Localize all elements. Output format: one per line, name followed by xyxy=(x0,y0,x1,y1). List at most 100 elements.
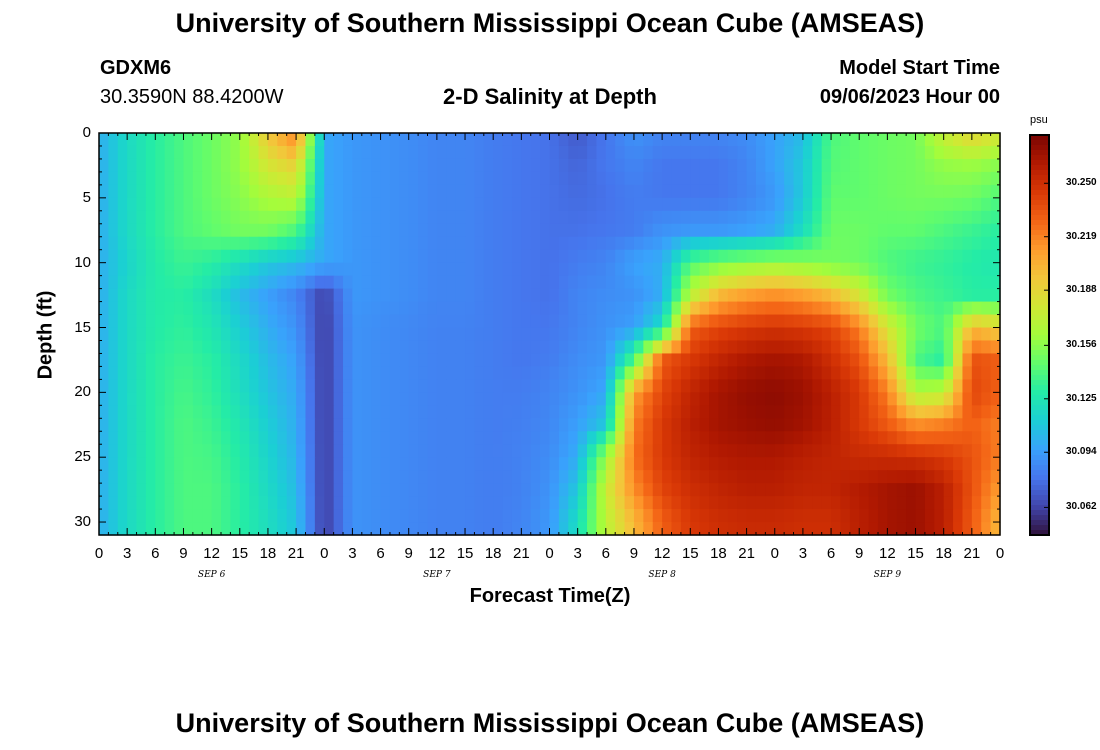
heatmap-cell xyxy=(221,509,231,523)
heatmap-cell xyxy=(990,431,1001,445)
heatmap-cell xyxy=(981,171,992,186)
heatmap-cell xyxy=(558,249,569,264)
heatmap-cell xyxy=(493,223,504,238)
heatmap-cell xyxy=(587,509,598,523)
heatmap-cell xyxy=(436,327,447,342)
heatmap-cell xyxy=(924,184,935,199)
heatmap-cell xyxy=(249,405,260,419)
heatmap-cell xyxy=(859,301,870,316)
heatmap-cell xyxy=(521,223,532,238)
heatmap-cell xyxy=(277,470,288,484)
heatmap-cell xyxy=(962,470,973,484)
heatmap-cell xyxy=(943,314,954,329)
heatmap-cell xyxy=(145,379,156,393)
heatmap-cell xyxy=(643,301,654,316)
heatmap-cell xyxy=(136,275,147,290)
heatmap-cell xyxy=(605,262,616,277)
heatmap-cell xyxy=(549,249,560,264)
heatmap-cell xyxy=(436,522,447,536)
heatmap-cell xyxy=(174,509,185,523)
heatmap-cell xyxy=(174,470,185,484)
colorbar-swatch xyxy=(1030,350,1049,356)
heatmap-cell xyxy=(427,392,438,406)
heatmap-cell xyxy=(896,210,907,225)
heatmap-cell xyxy=(896,470,907,484)
heatmap-cell xyxy=(737,327,748,342)
heatmap-cell xyxy=(483,275,494,290)
heatmap-cell xyxy=(558,327,569,342)
heatmap-cell xyxy=(155,171,166,186)
heatmap-cell xyxy=(277,236,288,251)
heatmap-cell xyxy=(859,496,870,510)
heatmap-cell xyxy=(174,236,185,251)
heatmap-cell xyxy=(474,457,485,471)
heatmap-cell xyxy=(558,353,569,368)
heatmap-cell xyxy=(108,431,119,445)
heatmap-cell xyxy=(671,522,682,536)
heatmap-cell xyxy=(164,262,175,277)
heatmap-cell xyxy=(249,314,260,329)
heatmap-cell xyxy=(680,171,691,186)
heatmap-cell xyxy=(474,236,485,251)
colorbar-swatch xyxy=(1030,360,1049,366)
heatmap-cell xyxy=(605,184,616,199)
heatmap-cell xyxy=(755,522,766,536)
heatmap-cell xyxy=(155,405,166,419)
heatmap-cell xyxy=(915,197,926,212)
heatmap-cell xyxy=(530,301,541,316)
heatmap-cell xyxy=(136,470,147,484)
heatmap-cell xyxy=(511,405,522,419)
colorbar-swatch xyxy=(1030,190,1049,196)
heatmap-cell xyxy=(333,249,344,264)
heatmap-cell xyxy=(239,509,250,523)
heatmap-cell xyxy=(192,314,203,329)
heatmap-cell xyxy=(164,133,175,147)
heatmap-cell xyxy=(286,444,297,458)
heatmap-cell xyxy=(821,509,832,523)
heatmap-cell xyxy=(577,288,588,303)
heatmap-cell xyxy=(549,197,560,212)
heatmap-cell xyxy=(962,145,973,160)
heatmap-cell xyxy=(408,197,419,212)
heatmap-cell xyxy=(981,353,992,368)
heatmap-cell xyxy=(643,366,654,380)
heatmap-cell xyxy=(333,327,344,342)
chart-subtitle: 2-D Salinity at Depth xyxy=(443,84,657,109)
heatmap-cell xyxy=(671,444,682,458)
heatmap-cell xyxy=(896,522,907,536)
heatmap-cell xyxy=(99,522,109,536)
heatmap-cell xyxy=(812,470,823,484)
heatmap-cell xyxy=(662,457,673,471)
heatmap-cell xyxy=(746,171,757,186)
heatmap-cell xyxy=(389,353,400,368)
heatmap-cell xyxy=(99,483,109,497)
heatmap-cell xyxy=(549,171,560,186)
heatmap-cell xyxy=(361,197,372,212)
heatmap-cell xyxy=(887,314,898,329)
heatmap-cell xyxy=(990,340,1001,355)
heatmap-cell xyxy=(549,145,560,160)
heatmap-cell xyxy=(371,133,382,147)
heatmap-cell xyxy=(530,366,541,380)
heatmap-cell xyxy=(286,366,297,380)
heatmap-cell xyxy=(361,275,372,290)
heatmap-cell xyxy=(981,483,992,497)
heatmap-cell xyxy=(427,288,438,303)
heatmap-cell xyxy=(784,470,795,484)
heatmap-cell xyxy=(352,496,363,510)
heatmap-cell xyxy=(953,249,964,264)
heatmap-cell xyxy=(174,171,185,186)
heatmap-cell xyxy=(399,418,410,432)
heatmap-cell xyxy=(145,288,156,303)
heatmap-cell xyxy=(849,418,860,432)
heatmap-cell xyxy=(108,327,119,342)
heatmap-cell xyxy=(465,249,476,264)
heatmap-cell xyxy=(314,275,325,290)
heatmap-cell xyxy=(258,301,269,316)
x-tick-label: 21 xyxy=(513,545,530,562)
heatmap-cell xyxy=(502,210,513,225)
heatmap-cell xyxy=(699,392,710,406)
heatmap-cell xyxy=(981,223,992,238)
heatmap-cell xyxy=(868,379,879,393)
heatmap-cell xyxy=(521,262,532,277)
